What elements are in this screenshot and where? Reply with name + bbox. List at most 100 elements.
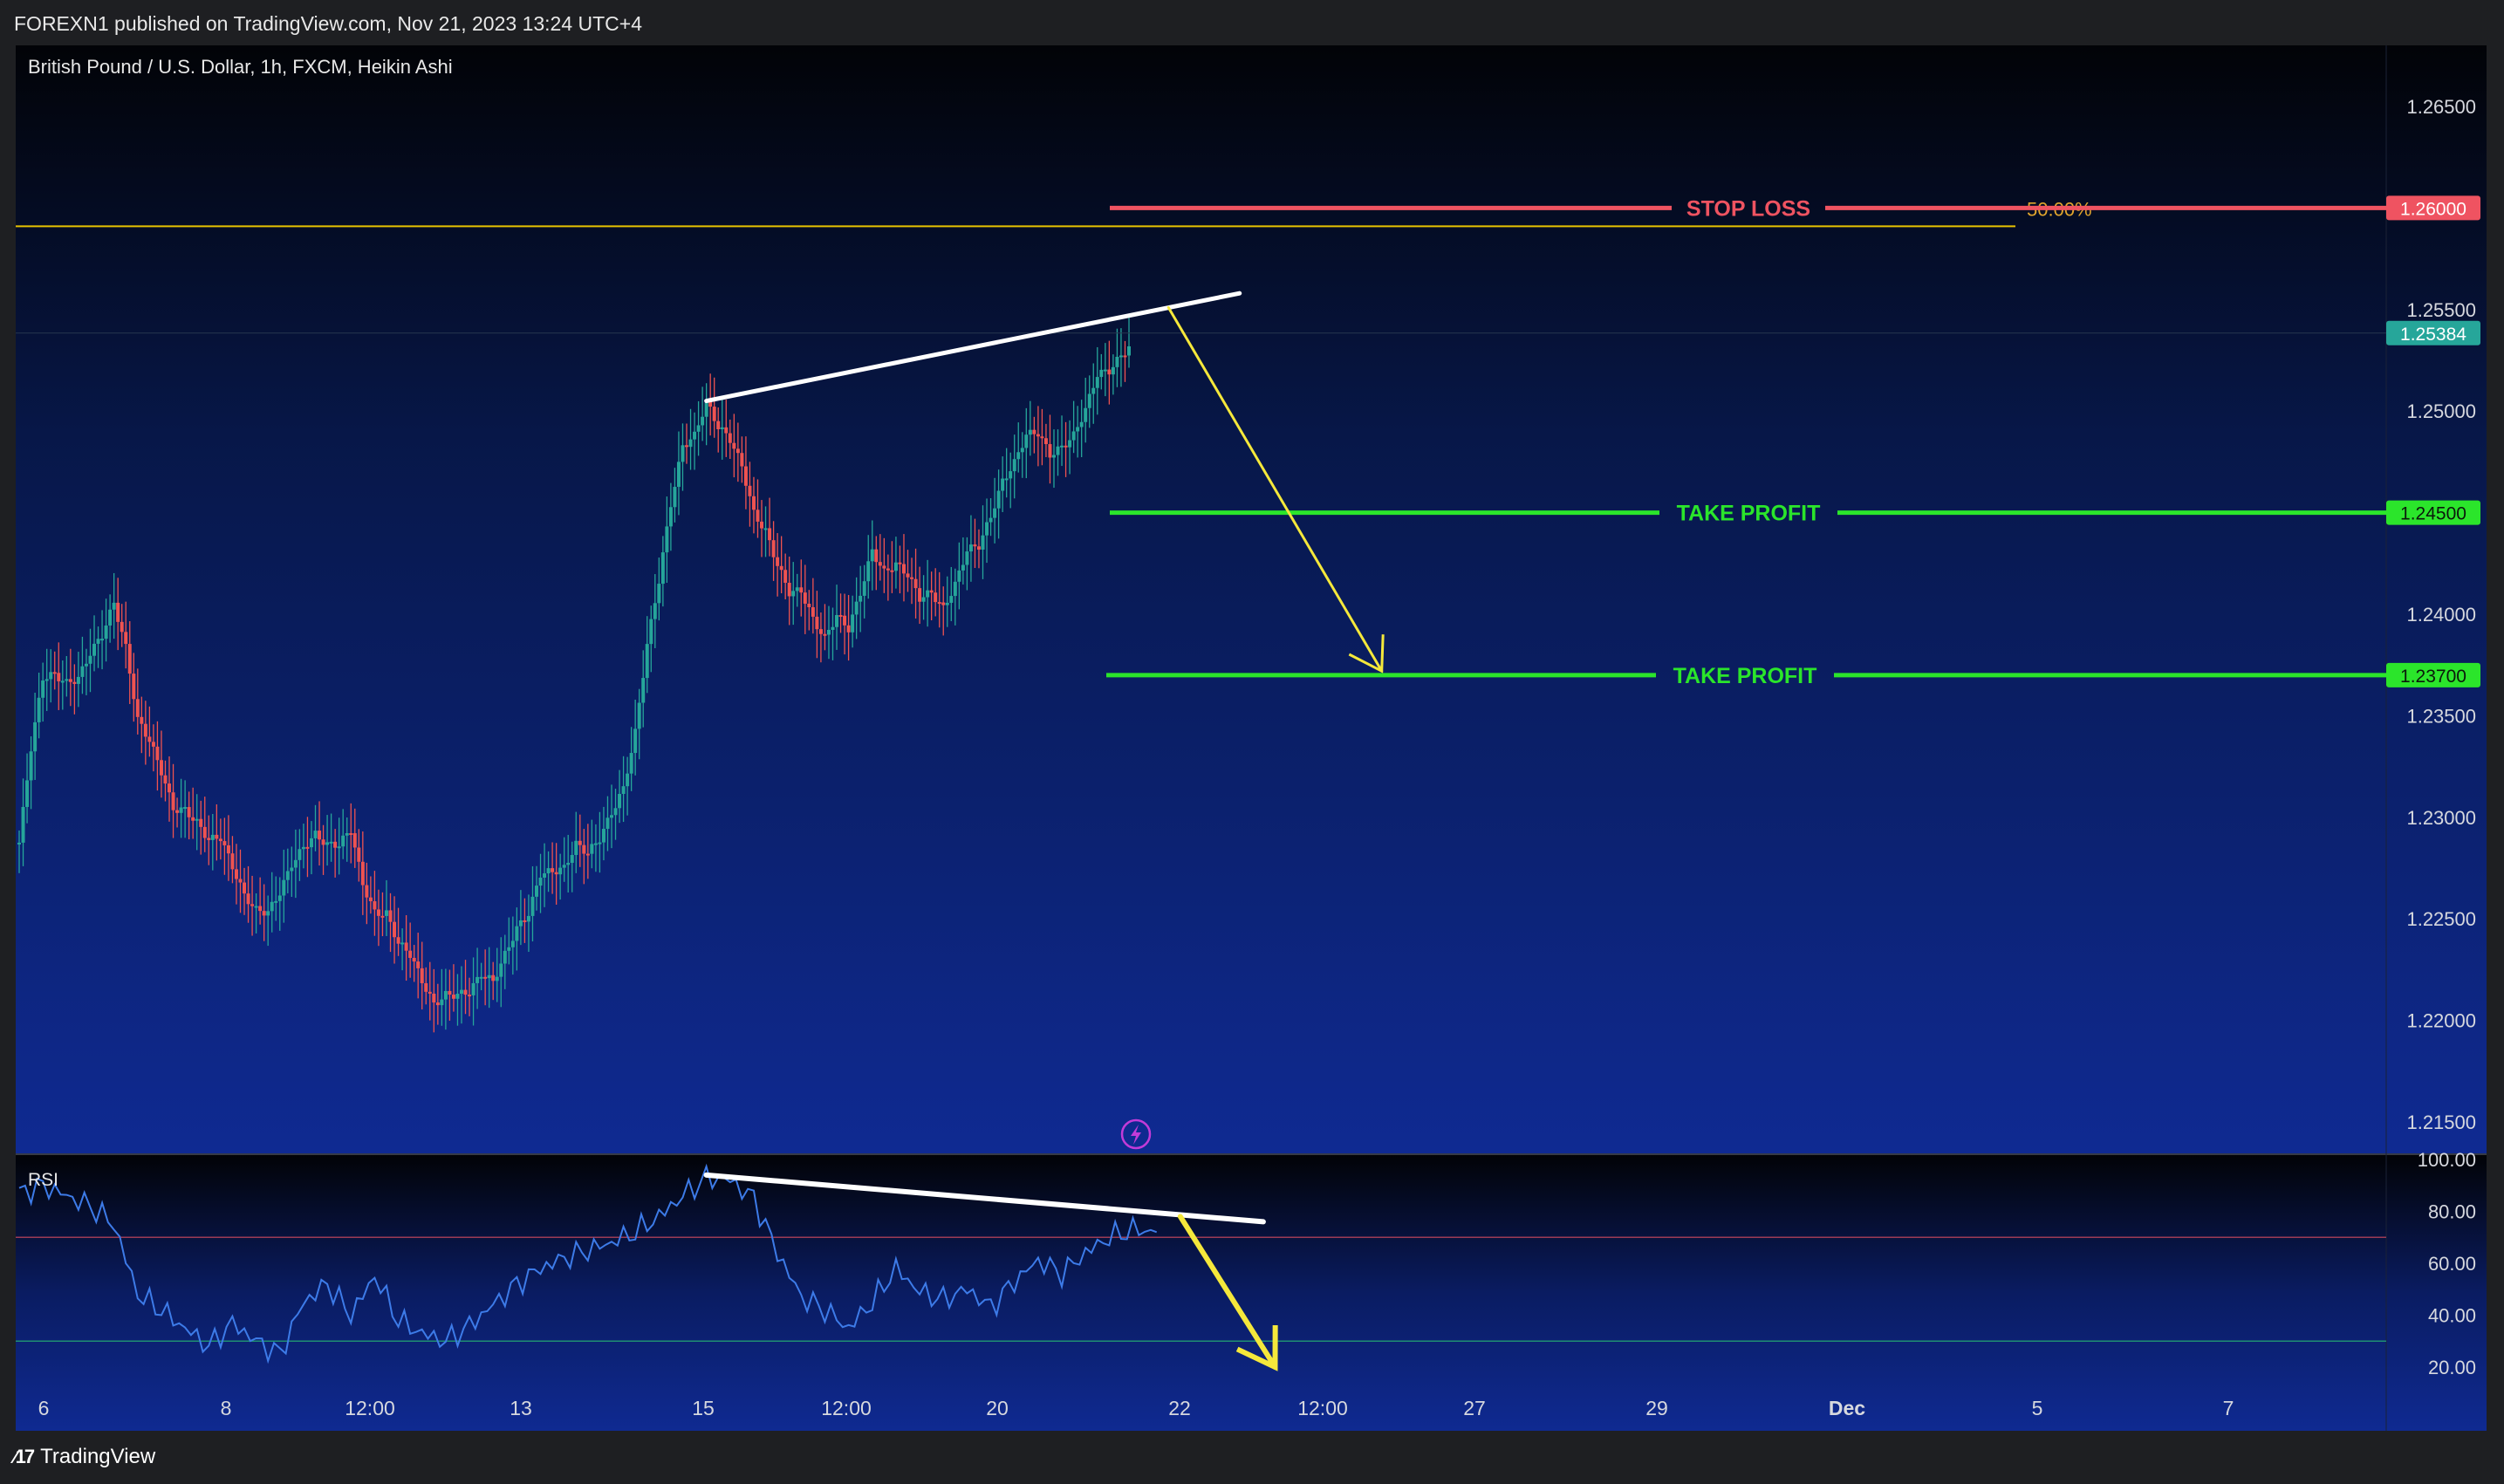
candle-body xyxy=(37,697,41,722)
candle-body xyxy=(301,846,305,850)
candle-body xyxy=(183,807,188,810)
candle-body xyxy=(298,849,302,860)
candle-body xyxy=(96,639,100,644)
candle-body xyxy=(926,590,930,598)
level-price-label: 1.24500 xyxy=(2400,504,2466,524)
candle-body xyxy=(451,995,455,999)
candle-body xyxy=(989,517,993,523)
candle-body xyxy=(218,838,222,842)
candle-body xyxy=(52,672,57,674)
candle-body xyxy=(195,818,199,821)
candle-body xyxy=(645,644,649,679)
candle-body xyxy=(337,846,341,849)
candle-body xyxy=(76,676,80,684)
candle-body xyxy=(254,906,258,908)
candle-body xyxy=(471,982,475,995)
candle-body xyxy=(574,840,578,856)
price-tick-label: 1.24000 xyxy=(2406,604,2476,626)
main-pane-background xyxy=(16,45,2487,1153)
candle-body xyxy=(890,570,894,572)
lightning-icon[interactable] xyxy=(1120,1118,1152,1150)
candle-body xyxy=(325,842,330,845)
candle-body xyxy=(29,751,33,781)
candle-body xyxy=(866,561,871,582)
candle-body xyxy=(222,841,227,845)
candle-body xyxy=(649,619,653,645)
candle-body xyxy=(215,834,219,839)
candle-body xyxy=(100,639,105,641)
candle-body xyxy=(159,760,163,776)
candle-body xyxy=(870,549,874,562)
candle-body xyxy=(1107,369,1112,375)
candle-body xyxy=(309,838,313,848)
candle-body xyxy=(400,942,405,945)
rsi-pane-background xyxy=(16,1155,2487,1433)
candle-body xyxy=(724,427,729,434)
candle-body xyxy=(660,552,665,585)
candle-body xyxy=(901,564,906,574)
candle-body xyxy=(859,595,863,602)
candle-body xyxy=(262,911,266,916)
candle-body xyxy=(1051,455,1056,458)
candle-body xyxy=(293,859,298,868)
footer-brand[interactable]: ⁄17 TradingView xyxy=(14,1444,155,1470)
tradingview-logo-icon: ⁄17 xyxy=(14,1446,35,1467)
candle-body xyxy=(523,920,527,922)
candle-body xyxy=(551,868,555,872)
candle-body xyxy=(1001,478,1005,491)
candle-body xyxy=(250,904,255,906)
time-tick-label: 12:00 xyxy=(345,1397,395,1419)
candle-body xyxy=(665,526,669,553)
rsi-tick-label: 20.00 xyxy=(2428,1357,2476,1378)
candle-body xyxy=(1123,355,1127,358)
candle-body xyxy=(846,625,851,633)
candle-body xyxy=(68,679,72,682)
candle-body xyxy=(199,818,203,827)
candle-body xyxy=(941,602,946,605)
rsi-series-line xyxy=(18,1163,1158,1364)
candle-body xyxy=(84,663,88,667)
rsi-tick-label: 80.00 xyxy=(2428,1201,2476,1223)
price-tick-label: 1.25500 xyxy=(2406,299,2476,321)
candle-body xyxy=(546,868,551,874)
candle-body xyxy=(776,557,780,566)
candle-body xyxy=(290,867,294,872)
candle-body xyxy=(720,427,724,430)
candle-body xyxy=(558,867,563,875)
candle-body xyxy=(898,562,902,564)
candle-body xyxy=(65,679,69,681)
candle-body xyxy=(953,581,957,597)
candle-body xyxy=(534,886,538,897)
candle-body xyxy=(515,926,519,941)
candle-body xyxy=(538,877,543,886)
candle-body xyxy=(732,442,736,449)
main-chart-layer: 1.26500 1.26000 1.25500 1.25000 1.24500 1.240… xyxy=(16,96,2480,1419)
candle-body xyxy=(838,614,843,617)
candle-body xyxy=(238,879,243,883)
candle-body xyxy=(1103,369,1107,372)
candle-body xyxy=(851,614,855,633)
candle-body xyxy=(1012,459,1016,472)
candle-body xyxy=(80,666,85,677)
candle-body xyxy=(1115,357,1119,367)
candle-body xyxy=(937,602,941,605)
candle-body xyxy=(985,522,989,536)
candle-body xyxy=(365,885,369,898)
candle-body xyxy=(368,897,373,902)
candle-body xyxy=(886,568,890,571)
candle-body xyxy=(226,845,230,854)
time-tick-label: 7 xyxy=(2223,1397,2234,1419)
candle-body xyxy=(432,993,436,1003)
candle-body xyxy=(1004,478,1009,481)
candle-body xyxy=(756,509,760,522)
candle-body xyxy=(653,603,657,619)
candle-body xyxy=(1091,387,1096,394)
candle-body xyxy=(416,961,421,968)
candle-body xyxy=(333,841,338,848)
candle-body xyxy=(246,893,250,905)
candle-body xyxy=(728,433,732,443)
candle-body xyxy=(585,853,590,856)
candle-body xyxy=(345,832,349,836)
candle-body xyxy=(843,615,847,626)
